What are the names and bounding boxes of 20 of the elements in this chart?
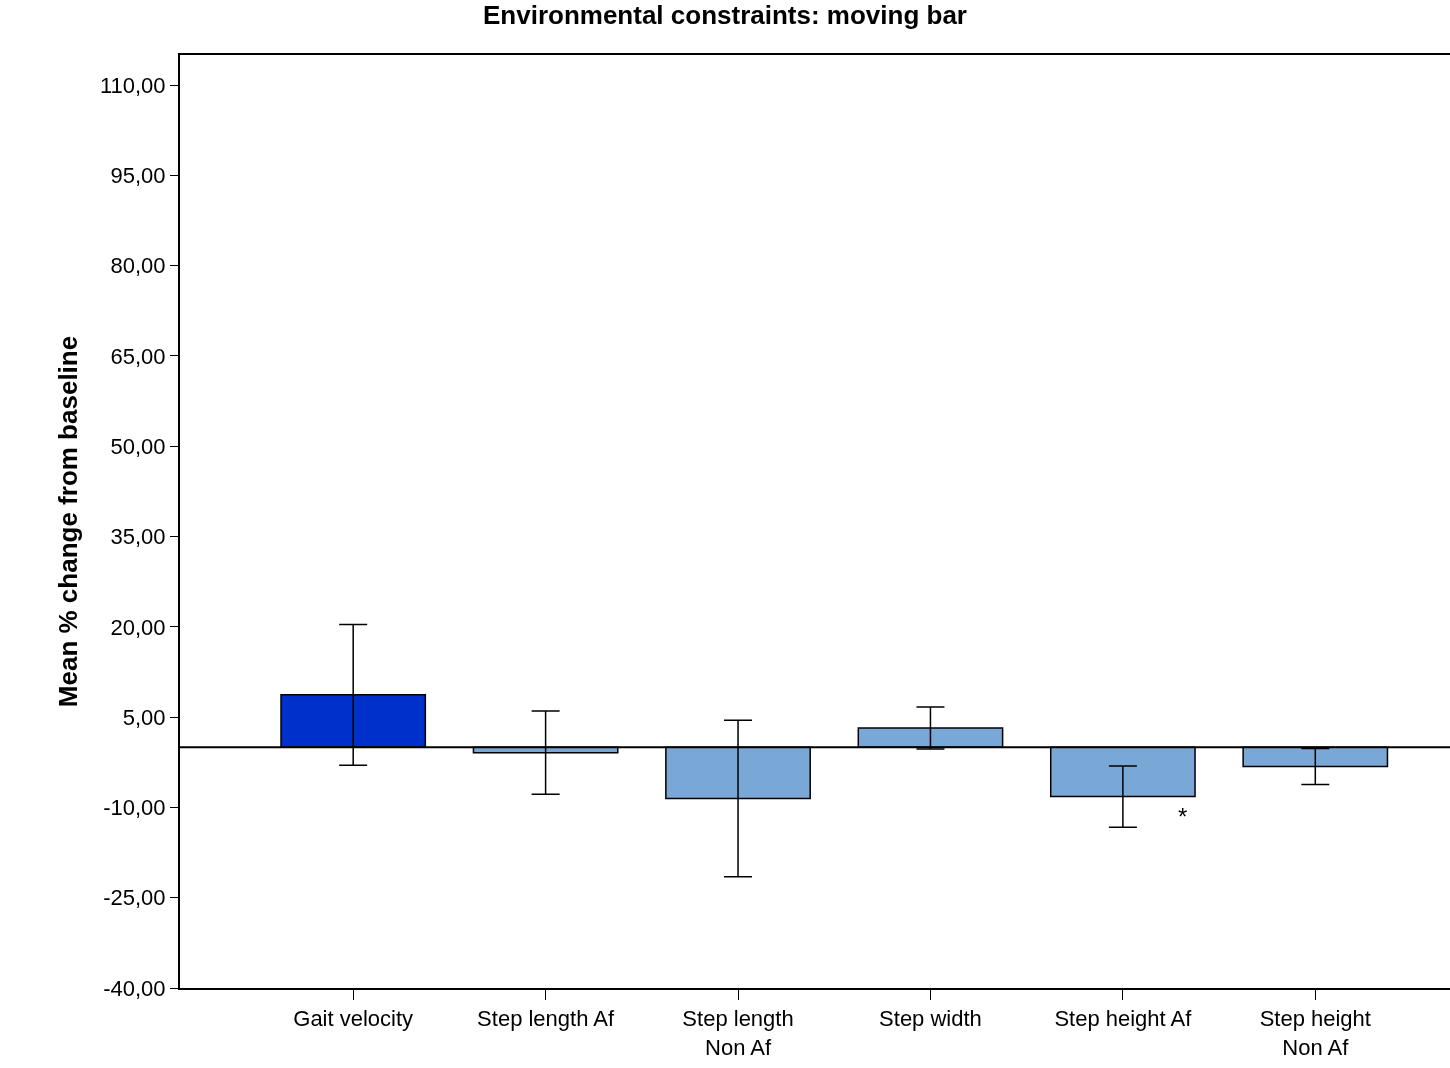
x-tick-label: Step height Af [1054,1006,1193,1032]
y-tick-label: 5,00 [122,704,166,730]
y-tick-label: -10,00 [103,795,166,821]
annotation: * [1178,803,1188,830]
x-tick-label: Gait velocity [293,1006,414,1032]
y-tick-label: 65,00 [110,343,166,369]
x-tick-label: Step length Af [477,1006,615,1032]
x-tick-label: Step width [879,1006,982,1032]
x-tick-label: Step length Non Af [682,1006,794,1060]
y-tick-label: 80,00 [110,253,166,279]
chart-title: Environmental constraints: moving bar [483,0,967,30]
y-tick-label: 20,00 [110,614,166,640]
y-tick-label: 50,00 [110,433,166,459]
y-tick-label: -25,00 [103,885,166,911]
x-tick-label: Step height Non Af [1259,1006,1371,1060]
y-tick-label: 95,00 [110,163,166,189]
y-axis-title: Mean % change from baseline [52,335,83,708]
y-tick-label: 110,00 [99,72,166,98]
y-tick-label: 35,00 [110,524,166,550]
y-tick-label: -40,00 [103,975,166,1001]
